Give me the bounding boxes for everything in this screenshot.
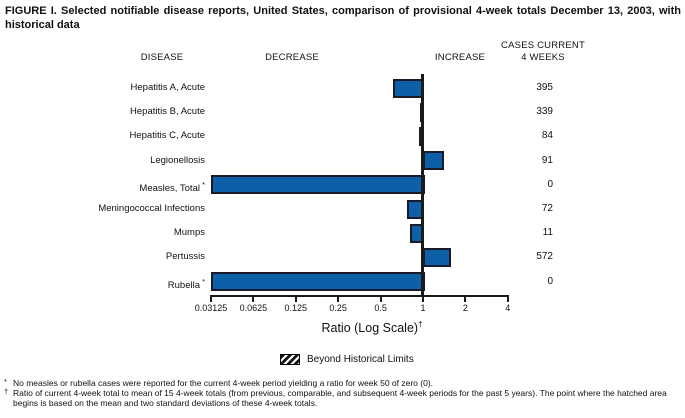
column-header-increase: INCREASE	[434, 52, 486, 63]
disease-label: Pertussis	[165, 251, 205, 263]
ratio-bar	[392, 78, 425, 98]
x-axis-line	[210, 295, 509, 297]
disease-label: Hepatitis B, Acute	[130, 106, 205, 118]
x-axis-tick-label: 0.125	[284, 303, 308, 313]
x-axis-tick	[464, 296, 467, 302]
legend-hatched-swatch	[280, 354, 300, 365]
disease-label: Legionellosis	[150, 154, 205, 166]
ratio-bar	[211, 272, 425, 292]
disease-label: Measles, Total *	[139, 179, 205, 194]
footnote-asterisk-text: No measles or rubella cases were reporte…	[13, 378, 434, 388]
x-axis-tick	[379, 296, 382, 302]
x-axis-title-dagger: †	[418, 320, 423, 329]
cases-current-4-weeks-value: 339	[536, 106, 553, 118]
column-header-decrease: DECREASE	[265, 52, 319, 63]
footnote-asterisk-marker: *	[4, 377, 7, 386]
x-axis-tick	[210, 296, 212, 302]
cases-current-4-weeks-value: 72	[541, 203, 553, 214]
column-header-disease: DISEASE	[140, 52, 184, 63]
ratio-bar	[423, 151, 444, 171]
column-header-cases-line1: CASES CURRENT	[501, 40, 585, 51]
footnote-dagger: † Ratio of current 4-week total to mean o…	[4, 387, 682, 408]
disease-label: Meningococcal Infections	[98, 203, 205, 214]
disease-footnote-marker: *	[199, 179, 205, 189]
figure-title: FIGURE I. Selected notifiable disease re…	[5, 5, 681, 31]
disease-footnote-marker: *	[199, 276, 205, 286]
legend-label: Beyond Historical Limits	[307, 354, 414, 365]
footnote-dagger-marker: †	[4, 387, 9, 396]
footnote-asterisk: * No measles or rubella cases were report…	[4, 377, 682, 388]
x-axis-tick	[337, 296, 340, 302]
x-axis-title: Ratio (Log Scale)†	[321, 320, 422, 335]
ratio-bar	[423, 247, 452, 267]
x-axis-tick	[252, 296, 255, 302]
disease-label: Rubella *	[167, 276, 205, 291]
ratio-1-baseline	[421, 74, 424, 297]
x-axis-tick-label: 0.0625	[239, 303, 268, 313]
x-axis-tick	[294, 296, 297, 302]
ratio-bar	[211, 175, 425, 195]
disease-label: Hepatitis C, Acute	[129, 130, 205, 142]
cases-current-4-weeks-value: 395	[536, 82, 553, 93]
cases-current-4-weeks-value: 0	[547, 178, 553, 190]
column-header-cases: CASES CURRENT 4 WEEKS	[501, 40, 585, 64]
x-axis-tick-label: 0.25	[329, 303, 347, 313]
x-axis-tick-label: 0.5	[374, 303, 387, 313]
x-axis-tick-label: 2	[462, 303, 468, 313]
cases-current-4-weeks-value: 572	[536, 251, 553, 263]
cases-current-4-weeks-value: 91	[541, 154, 553, 166]
cases-current-4-weeks-value: 0	[547, 275, 553, 287]
disease-label: Mumps	[173, 227, 205, 239]
footnotes: * No measles or rubella cases were report…	[4, 377, 682, 408]
x-axis-tick-label: 0.03125	[194, 303, 228, 313]
x-axis-tick-label: 1	[420, 303, 426, 313]
x-axis-tick	[506, 296, 509, 302]
cases-current-4-weeks-value: 11	[542, 227, 553, 239]
x-axis-tick	[422, 296, 424, 302]
x-axis-tick-label: 4	[505, 303, 511, 313]
cases-current-4-weeks-value: 84	[541, 130, 553, 142]
x-axis-title-text: Ratio (Log Scale)	[321, 321, 419, 336]
column-header-cases-line2: 4 WEEKS	[521, 52, 565, 63]
footnote-dagger-text: Ratio of current 4-week total to mean of…	[13, 388, 667, 408]
disease-label: Hepatitis A, Acute	[130, 82, 205, 93]
